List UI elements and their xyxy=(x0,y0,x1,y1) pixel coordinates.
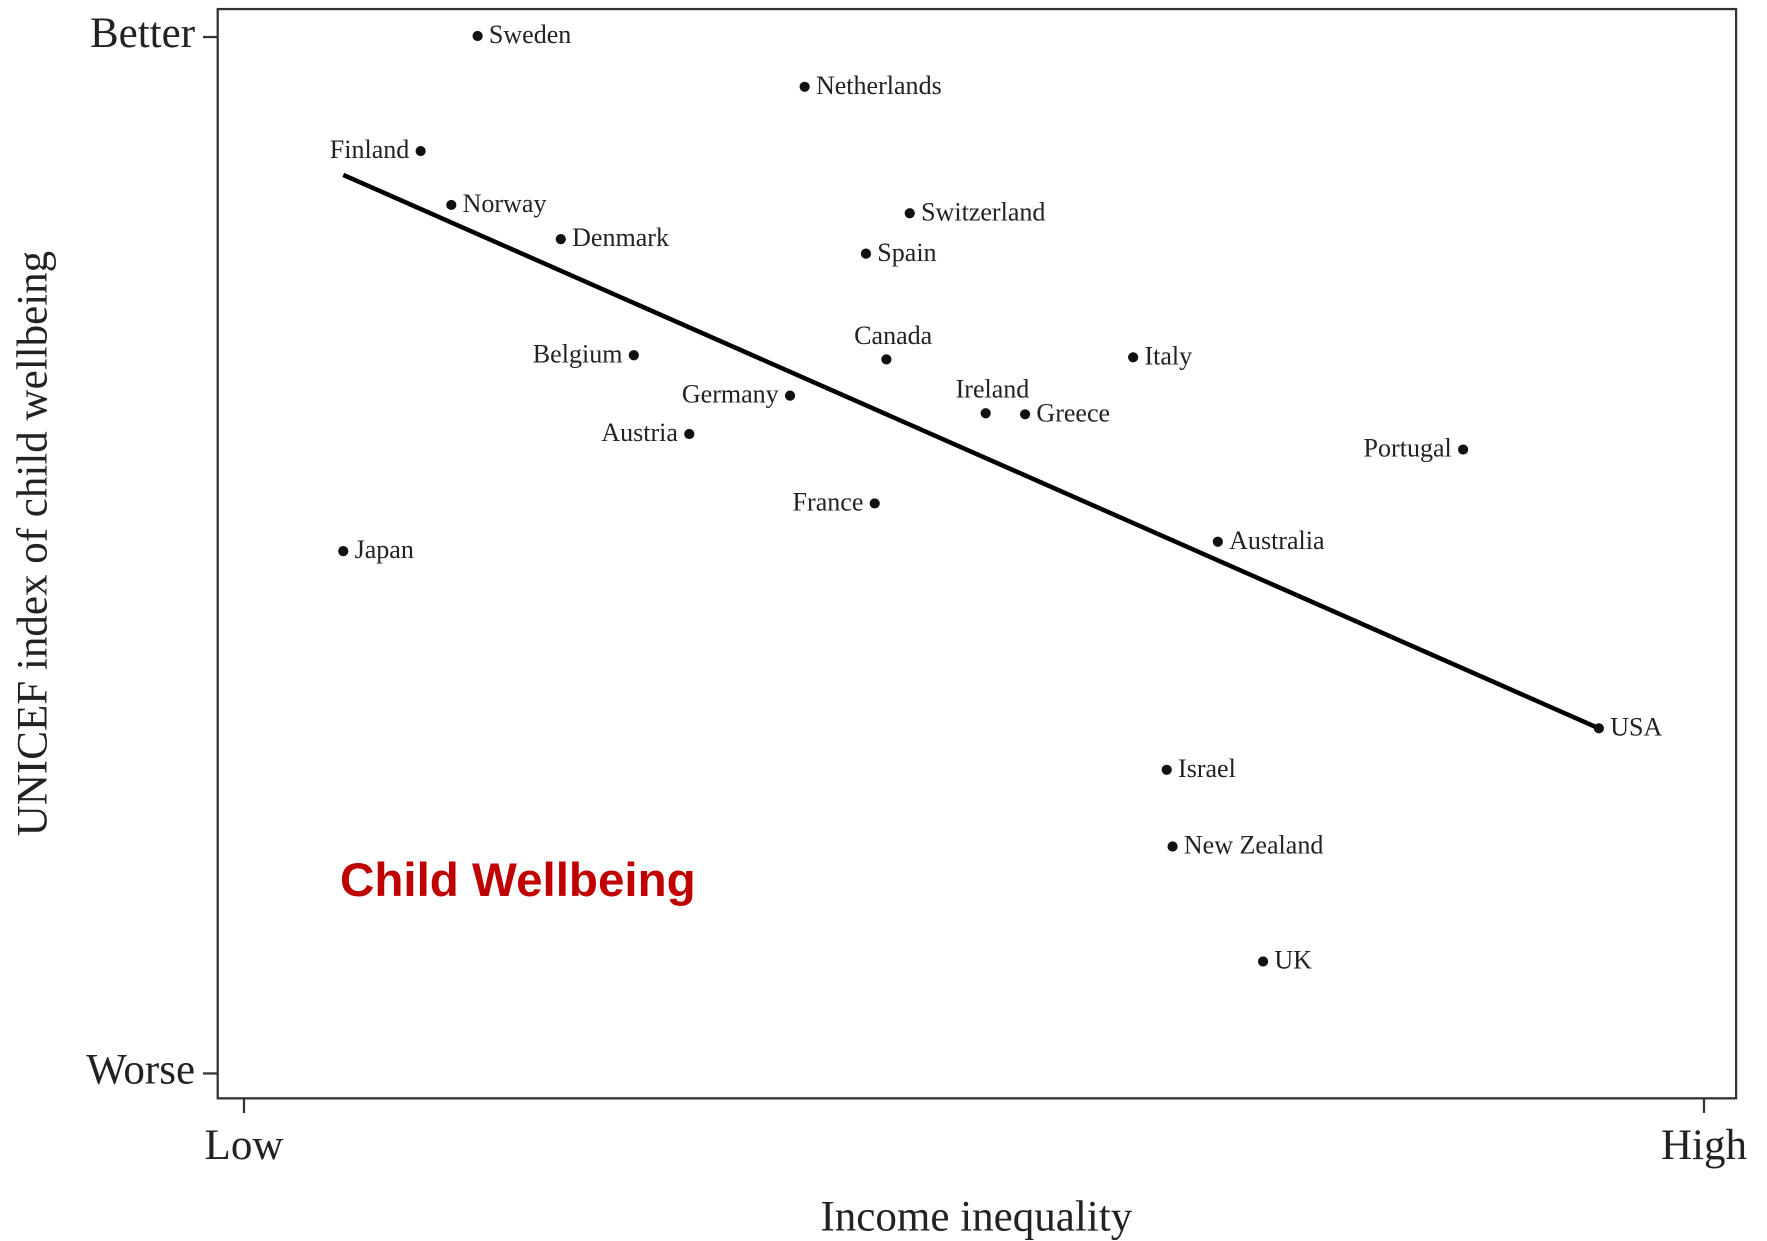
point-label: Israel xyxy=(1178,754,1236,783)
y-tick-label: Worse xyxy=(86,1046,195,1093)
point-label: France xyxy=(793,488,864,517)
data-point xyxy=(555,234,566,245)
point-label: New Zealand xyxy=(1184,831,1324,860)
point-label: Germany xyxy=(682,380,779,409)
point-label: Sweden xyxy=(489,20,571,49)
data-point xyxy=(1128,352,1139,363)
point-label: Italy xyxy=(1144,341,1192,370)
point-label: Portugal xyxy=(1364,434,1452,463)
data-point xyxy=(1019,409,1031,420)
point-label: Belgium xyxy=(533,339,623,368)
data-point xyxy=(1458,444,1469,455)
point-label: Spain xyxy=(877,238,936,267)
point-label: Finland xyxy=(330,135,410,164)
point-label: Greece xyxy=(1036,398,1110,427)
x-tick-label: High xyxy=(1661,1122,1747,1169)
data-point xyxy=(1167,841,1178,852)
point-label: USA xyxy=(1610,712,1662,741)
data-point xyxy=(446,199,457,211)
data-point xyxy=(980,408,991,419)
point-label: UK xyxy=(1274,946,1312,975)
point-label: Canada xyxy=(854,321,933,350)
data-point xyxy=(869,498,880,509)
point-label: Norway xyxy=(463,189,547,218)
point-label: Japan xyxy=(355,535,414,564)
annotation: Child Wellbeing xyxy=(340,854,696,907)
data-point xyxy=(628,350,639,361)
point-label: Switzerland xyxy=(921,197,1045,226)
data-point xyxy=(1593,723,1604,734)
data-point xyxy=(860,248,872,259)
data-point xyxy=(1212,536,1223,547)
trend-line xyxy=(342,172,1600,731)
data-point xyxy=(1161,764,1172,775)
y-tick-label: Better xyxy=(90,10,195,57)
point-label: Netherlands xyxy=(816,71,942,100)
y-axis-title: UNICEF index of child wellbeing xyxy=(9,251,56,836)
x-tick-label: Low xyxy=(205,1122,284,1169)
data-point xyxy=(338,546,349,557)
point-label: Austria xyxy=(601,418,678,447)
point-label: Denmark xyxy=(572,223,670,252)
data-point xyxy=(472,30,483,42)
data-point xyxy=(1257,956,1269,967)
data-point xyxy=(799,81,810,92)
plot-frame xyxy=(216,7,1738,1100)
data-point xyxy=(415,145,426,157)
x-axis-title: Income inequality xyxy=(820,1193,1132,1240)
data-point xyxy=(684,428,695,440)
point-label: Australia xyxy=(1229,526,1325,555)
data-point xyxy=(881,354,892,365)
point-label: Ireland xyxy=(956,375,1030,404)
data-point xyxy=(904,208,915,219)
data-point xyxy=(784,390,796,401)
